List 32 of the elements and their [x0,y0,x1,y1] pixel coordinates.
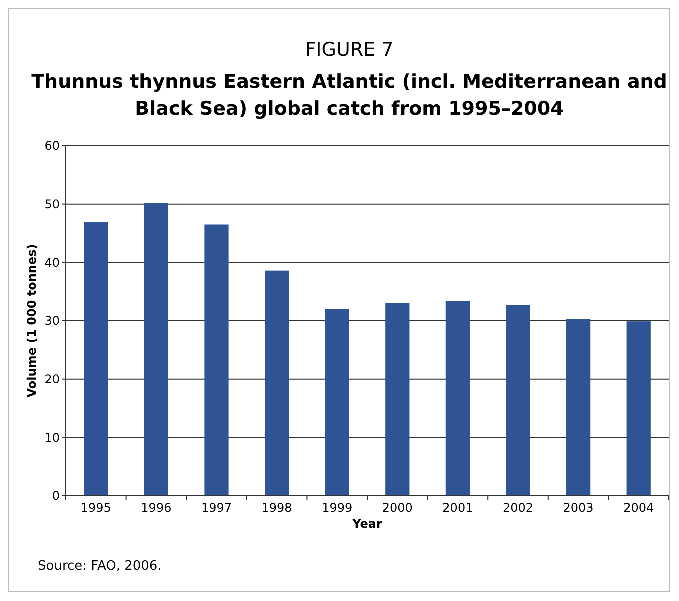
bar [264,270,290,496]
bar [84,222,108,496]
bar [566,319,591,496]
bar [626,322,651,496]
x-tick-label: 1997 [201,501,232,515]
x-axis-title: Year [352,517,382,531]
y-tick-label: 50 [44,198,60,212]
x-tick-label: 2000 [382,501,413,515]
x-tick-label: 2003 [563,501,594,515]
x-tick-label: 1995 [80,501,112,515]
y-tick-label: 10 [44,430,60,445]
bar [506,305,530,496]
x-tick-label: 2001 [442,501,474,515]
bar [144,203,169,496]
source-note: Source: FAO, 2006. [38,559,162,574]
y-tick-label: 40 [44,256,60,270]
bar [446,301,470,496]
x-tick-label: 2004 [624,501,654,515]
x-tick-label: 1999 [322,501,353,515]
y-axis-title: Volume (1 000 tonnes) [25,244,39,398]
chart-title: FIGURE 7 [305,39,394,61]
y-tick-label: 20 [44,372,60,387]
y-tick-label: 30 [44,314,60,328]
chart-subtitle: Thunnus thynnus Eastern Atlantic (incl. Mediterranean and Black Sea) global catch from 1995–2004 [32,71,668,120]
bar [204,224,229,496]
y-tick-label: 0 [52,489,60,504]
x-tick-label: 1996 [141,501,172,515]
bar [325,309,350,496]
bar [386,304,410,496]
x-tick-label: 1998 [262,501,292,515]
x-tick-label: 2002 [502,501,534,515]
y-tick-label: 60 [44,139,60,154]
